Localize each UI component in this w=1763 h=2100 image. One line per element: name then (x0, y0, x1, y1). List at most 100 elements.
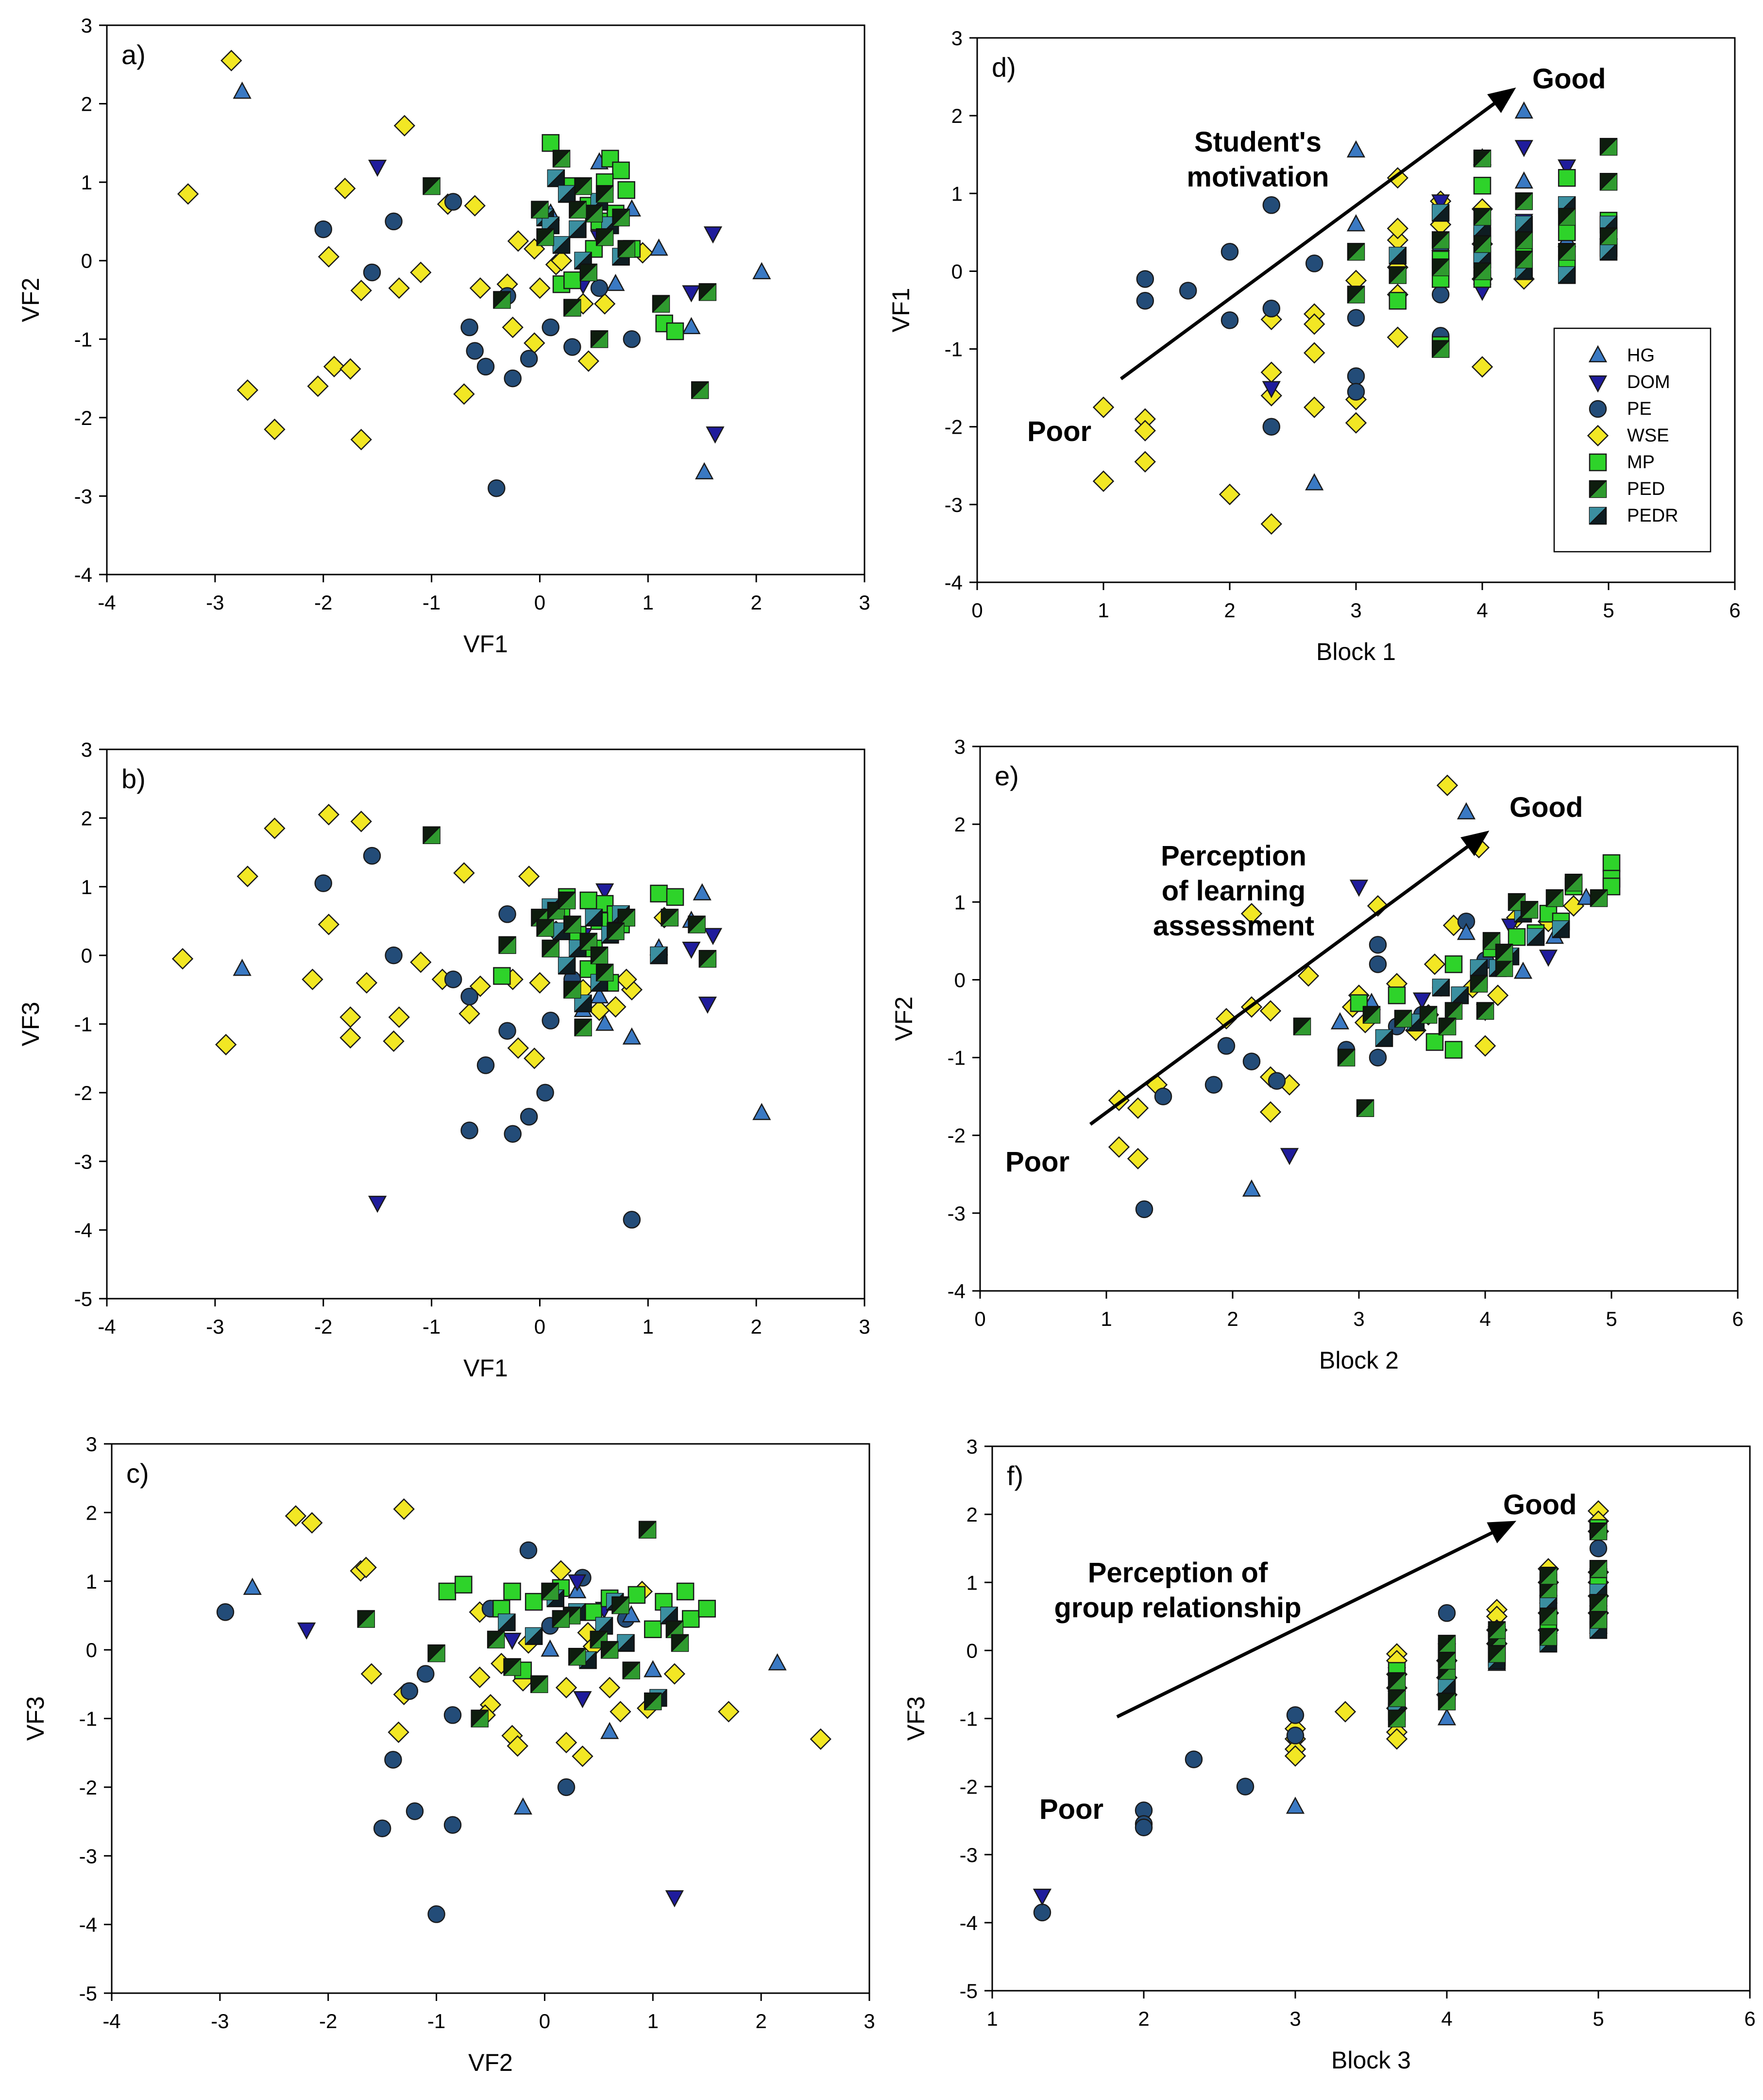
y-tick-label: 2 (966, 1503, 978, 1526)
point-wse (550, 1560, 572, 1582)
point-dom (682, 941, 701, 959)
point-wse (1127, 1097, 1149, 1119)
point-ped (427, 1644, 445, 1662)
point-ped (1419, 1006, 1438, 1024)
y-tick-label: 3 (86, 1433, 97, 1456)
point-ped (1599, 137, 1618, 156)
point-ped (552, 1610, 570, 1628)
point-pedr (1451, 986, 1469, 1004)
point-wse (518, 865, 540, 887)
x-tick-label: -2 (314, 1315, 332, 1338)
point-pe (536, 1084, 554, 1102)
trend-arrow (1119, 87, 1516, 380)
poor-label: Poor (1039, 1794, 1103, 1825)
point-wse (572, 1745, 593, 1767)
y-axis-label: VF1 (887, 288, 915, 333)
y-tick-label: 0 (81, 250, 92, 272)
point-hg (1242, 1179, 1261, 1197)
point-pe (590, 279, 609, 297)
panel-e: 0 1 2 3 4 5 6 -4 -3 -2 -1 0 1 2 3 Block 2 VF2 e) Perceptio… (890, 735, 1744, 1374)
point-pedr (1558, 266, 1576, 284)
x-tick-label: 0 (971, 599, 983, 622)
point-wse (220, 50, 242, 71)
point-ped (585, 204, 603, 223)
point-wse (339, 1027, 361, 1049)
point-wse (605, 996, 627, 1018)
point-hg (622, 1027, 641, 1045)
point-hg (595, 1014, 614, 1031)
y-tick-label: 2 (954, 813, 966, 836)
series-wse (1284, 1500, 1610, 1767)
point-ped (1473, 235, 1492, 253)
point-pe (1438, 1604, 1456, 1622)
point-pe (1221, 311, 1239, 329)
point-dom (1349, 880, 1369, 897)
point-pe (476, 1056, 495, 1074)
y-tick-label: 1 (81, 171, 92, 194)
point-hg (1305, 473, 1324, 491)
point-pe (1369, 1049, 1387, 1067)
point-ped (1476, 1002, 1494, 1020)
x-tick-label: 2 (750, 591, 762, 614)
point-dom (595, 883, 614, 901)
point-pe (1347, 367, 1365, 385)
good-label: Good (1503, 1489, 1577, 1521)
series-ped (1347, 137, 1618, 358)
point-ped (579, 263, 597, 282)
point-hg (682, 317, 701, 335)
trend-arrow (1116, 1521, 1517, 1719)
point-pe (406, 1802, 424, 1820)
point-wse (1436, 774, 1458, 796)
point-wse (555, 1677, 577, 1699)
x-tick-label: 6 (1744, 2007, 1755, 2030)
point-ped (595, 185, 614, 203)
point-ped (644, 1692, 662, 1710)
y-tick-label: 2 (86, 1501, 97, 1524)
y-tick-label: 1 (954, 891, 966, 914)
point-wse (1127, 1148, 1149, 1169)
point-ped (1347, 286, 1365, 304)
plot-frame (106, 24, 865, 576)
series-pedr (1389, 196, 1618, 284)
point-ped (536, 919, 554, 937)
x-axis-label: VF1 (463, 1355, 508, 1382)
point-wse (285, 1505, 307, 1527)
series-dom (368, 159, 725, 444)
point-pedr (585, 909, 603, 927)
point-ped (1589, 1559, 1608, 1578)
point-ped (541, 1582, 559, 1601)
point-wse (469, 1666, 491, 1688)
point-hg (695, 462, 714, 479)
point-wse (469, 975, 492, 997)
point-mp (542, 134, 559, 152)
point-wse (458, 1003, 480, 1025)
point-wse (237, 379, 258, 401)
y-tick-label: -3 (960, 1844, 978, 1866)
series-pe (216, 1541, 635, 1923)
point-wse (663, 1663, 686, 1685)
point-ped (1356, 1099, 1374, 1117)
point-pe (1431, 286, 1450, 304)
point-pe (1135, 1818, 1153, 1836)
trend-label: assessment (1153, 910, 1314, 942)
legend-label: PED (1627, 479, 1665, 499)
point-mp (525, 1592, 543, 1611)
point-mp (1388, 986, 1406, 1004)
point-mp (650, 884, 668, 903)
point-wse (388, 1721, 409, 1743)
good-label: Good (1532, 63, 1606, 95)
point-mp (644, 1620, 662, 1638)
point-dom (568, 1574, 587, 1592)
point-wse (1134, 420, 1156, 441)
point-pe (384, 1751, 402, 1769)
point-dom (1501, 918, 1520, 936)
legend-box (1553, 327, 1712, 553)
point-ped (1539, 1566, 1558, 1585)
point-wse (555, 1731, 577, 1754)
point-wse (350, 279, 372, 302)
point-pedr (1526, 928, 1545, 946)
point-wse (1487, 984, 1509, 1006)
point-pe (460, 987, 478, 1006)
point-wse (577, 350, 599, 372)
